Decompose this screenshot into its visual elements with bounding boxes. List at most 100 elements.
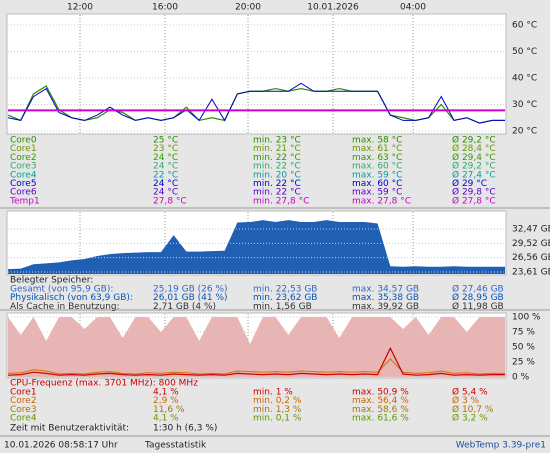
row-avg: Ø 29,8 °C — [452, 187, 496, 198]
footer-mode[interactable]: Tagesstatistik — [144, 441, 207, 451]
row-avg: Ø 3 % — [452, 395, 480, 406]
y-tick-label: 50 °C — [512, 47, 537, 57]
time-label: 04:00 — [400, 3, 426, 13]
row-min: min. 22 °C — [253, 179, 301, 189]
row-current: 11,6 % — [153, 405, 185, 415]
row-max: max. 59 °C — [352, 170, 402, 180]
memory-header: Belegter Speicher: — [10, 276, 93, 286]
row-avg: Ø 29 °C — [452, 178, 487, 189]
row-name: Physikalisch (von 63,9 GB): — [10, 293, 133, 303]
row-max: max. 61 °C — [352, 144, 402, 154]
row-name: Core1 — [10, 144, 37, 154]
row-current: 25 °C — [153, 136, 178, 146]
row-avg: Ø 10,7 % — [452, 404, 494, 415]
row-name: Core2 — [10, 153, 37, 163]
row-current: 23 °C — [153, 144, 178, 154]
row-avg: Ø 27,46 GB — [452, 284, 504, 295]
temp-line — [7, 82, 505, 124]
row-current: 2,71 GB (4 %) — [153, 302, 216, 312]
footer-version[interactable]: WebTemp 3.39-pre1 — [456, 441, 546, 451]
row-current: 2,9 % — [153, 396, 179, 406]
y-tick-label: 0 % — [512, 373, 530, 383]
row-name: Core3 — [10, 162, 37, 172]
row-name: Temp1 — [9, 196, 40, 206]
temperature-graph — [6, 13, 507, 135]
row-max: max. 59 °C — [352, 188, 402, 198]
row-max: max. 61,6 % — [352, 414, 409, 424]
row-min: min. 23 °C — [253, 136, 301, 146]
activity-value: 1:30 h (6,3 %) — [153, 424, 217, 434]
row-min: min. 1,56 GB — [253, 302, 312, 312]
row-current: 4,1 % — [153, 388, 179, 398]
row-max: max. 60 °C — [352, 162, 402, 172]
row-max: max. 63 °C — [352, 153, 402, 163]
row-avg: Ø 29,2 °C — [452, 161, 496, 172]
time-label: 10.01.2026 — [307, 3, 359, 13]
y-tick-label: 25 % — [512, 358, 535, 368]
row-name: Core4 — [10, 414, 37, 424]
row-name: Gesamt (von 95,9 GB): — [10, 285, 113, 295]
row-min: min. 22 °C — [253, 188, 301, 198]
row-max: max. 60 °C — [352, 179, 402, 189]
row-current: 24 °C — [153, 179, 178, 189]
row-avg: Ø 28,95 GB — [452, 292, 504, 303]
row-avg: Ø 28,4 °C — [452, 143, 496, 154]
row-min: min. 27,8 °C — [253, 196, 309, 206]
row-current: 22 °C — [153, 170, 178, 180]
row-name: Core5 — [10, 179, 37, 189]
row-min: min. 1,3 % — [253, 405, 302, 415]
time-label: 20:00 — [235, 3, 261, 13]
row-current: 4,1 % — [153, 414, 179, 424]
y-tick-label: 75 % — [512, 328, 535, 338]
memory-area — [8, 220, 505, 274]
row-avg: Ø 27,4 °C — [452, 169, 496, 180]
row-max: max. 34,57 GB — [352, 285, 419, 295]
time-label: 12:00 — [67, 3, 93, 13]
row-name: Core2 — [10, 396, 37, 406]
row-max: max. 35,38 GB — [352, 293, 419, 303]
row-name: Core6 — [10, 188, 37, 198]
footer-datetime: 10.01.2026 08:58:17 Uhr — [4, 441, 118, 451]
row-max: max. 27,8 °C — [352, 196, 411, 206]
cpu-header: CPU-Frequenz (max. 3701 MHz): 800 MHz — [10, 379, 198, 389]
row-current: 24 °C — [153, 162, 178, 172]
load-line — [7, 346, 505, 376]
y-tick-label: 60 °C — [512, 21, 537, 31]
row-max: max. 58,6 % — [352, 405, 409, 415]
row-max: max. 56,4 % — [352, 396, 409, 406]
row-name: Core4 — [10, 170, 37, 180]
row-avg: Ø 29,4 °C — [452, 152, 496, 163]
row-avg: Ø 11,98 GB — [452, 301, 504, 312]
row-avg: Ø 3,2 % — [452, 413, 488, 424]
row-name: Als Cache in Benutzung: — [10, 302, 120, 312]
row-min: min. 0,2 % — [253, 396, 302, 406]
y-tick-label: 20 °C — [512, 127, 537, 137]
row-current: 25,19 GB (26 %) — [153, 285, 228, 295]
row-current: 24 °C — [153, 153, 178, 163]
row-max: max. 50,9 % — [352, 388, 409, 398]
row-current: 24 °C — [153, 188, 178, 198]
row-max: max. 58 °C — [352, 136, 402, 146]
y-tick-label: 32,47 GB — [512, 225, 550, 235]
time-label: 16:00 — [152, 3, 178, 13]
y-tick-label: 26,56 GB — [512, 253, 550, 263]
row-current: 27,8 °C — [153, 196, 187, 206]
row-avg: Ø 27,8 °C — [452, 195, 496, 206]
load-line — [7, 358, 505, 375]
row-min: min. 23,62 GB — [253, 293, 317, 303]
activity-label: Zeit mit Benutzeraktivität: — [10, 424, 129, 434]
y-tick-label: 30 °C — [512, 100, 537, 110]
row-min: min. 1 % — [253, 388, 293, 398]
row-avg: Ø 29,2 °C — [452, 135, 496, 146]
row-min: min. 20 °C — [253, 170, 301, 180]
y-tick-label: 50 % — [512, 343, 535, 353]
row-min: min. 0,1 % — [253, 414, 302, 424]
row-name: Core0 — [10, 136, 37, 146]
y-tick-label: 23,61 GB — [512, 268, 550, 278]
row-avg: Ø 5,4 % — [452, 387, 488, 398]
row-min: min. 22 °C — [253, 153, 301, 163]
row-name: Core3 — [10, 405, 37, 415]
y-tick-label: 100 % — [512, 313, 541, 323]
row-max: max. 39,92 GB — [352, 302, 419, 312]
